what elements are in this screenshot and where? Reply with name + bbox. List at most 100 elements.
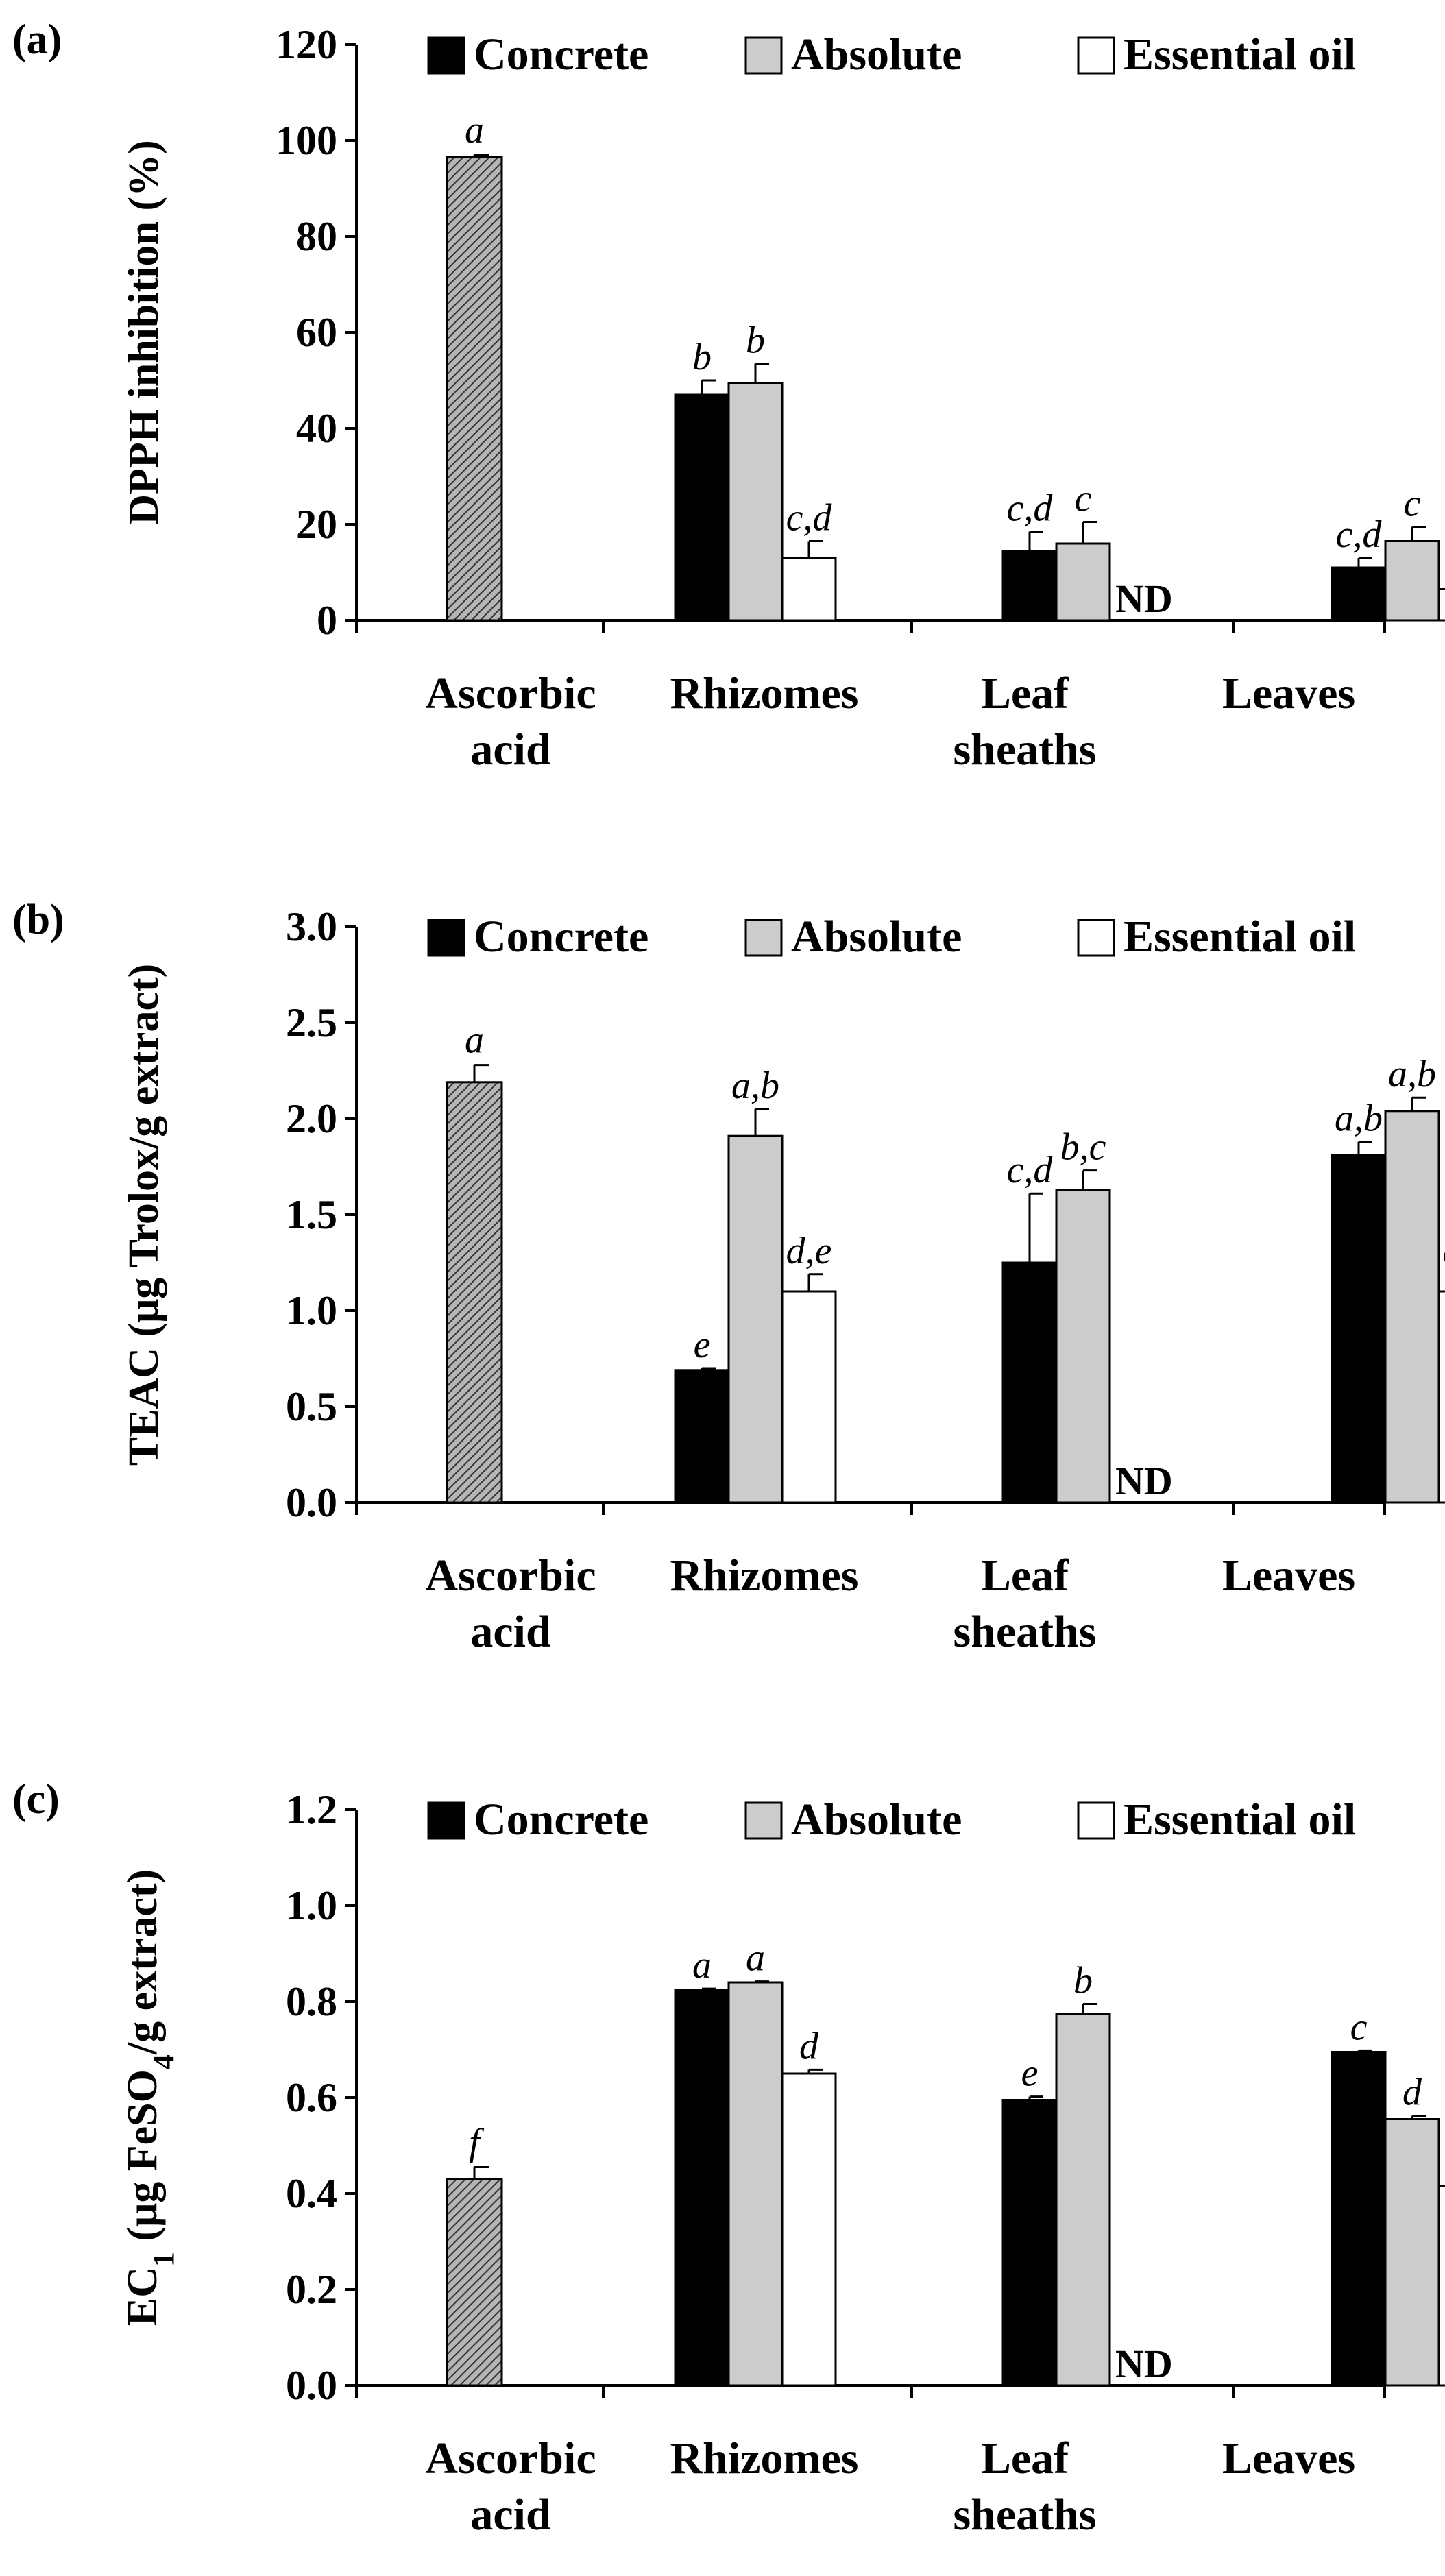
bar-concrete	[1331, 566, 1387, 622]
legend-label: Absolute	[791, 1795, 962, 1845]
category-label: Ascorbic	[425, 1551, 596, 1601]
legend-swatch-absolute	[744, 919, 783, 957]
category-label: sheaths	[953, 1607, 1096, 1657]
y-axis-label: DPPH inhibition (%)	[121, 140, 167, 525]
significance-label: c	[1350, 2006, 1368, 2048]
bar-essential-oil	[781, 1290, 837, 1504]
significance-label: f	[469, 2122, 485, 2164]
y-axis-label-subscript: 4	[147, 2054, 180, 2069]
bar-absolute	[1055, 1189, 1111, 1504]
bar-ascorbic-acid	[446, 1081, 503, 1504]
legend-swatch-essential-oil	[1077, 1801, 1115, 1840]
bar-absolute	[1055, 2013, 1111, 2387]
legend-label: Concrete	[474, 29, 648, 80]
bar-absolute	[727, 382, 784, 622]
y-tick-label: 2.0	[286, 1096, 337, 1141]
bar-essential-oil	[1437, 588, 1445, 622]
not-detected-label: ND	[1115, 576, 1173, 621]
bar-essential-oil	[1437, 2185, 1445, 2387]
bar-absolute	[1384, 540, 1440, 622]
bar-concrete	[674, 393, 730, 622]
significance-label: d	[1402, 2071, 1422, 2114]
bar-concrete	[1001, 1261, 1058, 1504]
significance-label: c,d	[1007, 1149, 1054, 1191]
significance-label: a	[465, 1019, 484, 1062]
significance-label: c,d	[1336, 513, 1383, 556]
bar-concrete	[674, 1369, 730, 1504]
bar-absolute	[1384, 2118, 1440, 2387]
legend-swatch-absolute	[744, 1801, 783, 1840]
bar-essential-oil	[781, 557, 837, 622]
category-label: Ascorbic	[425, 668, 596, 718]
significance-label: a,b	[1335, 1097, 1383, 1140]
category-label: acid	[470, 2490, 550, 2540]
significance-label: a,b	[1388, 1053, 1436, 1095]
legend-label: Absolute	[791, 912, 962, 962]
bar-concrete	[1331, 2051, 1387, 2387]
bar-concrete	[1001, 550, 1058, 622]
legend-label: Essential oil	[1124, 1795, 1356, 1845]
legend-label: Essential oil	[1124, 912, 1356, 962]
legend-swatch-concrete	[427, 36, 465, 75]
bar-ascorbic-acid	[446, 2178, 503, 2387]
legend-swatch-concrete	[427, 919, 465, 957]
y-tick-label: 0.0	[286, 2363, 337, 2408]
bar-absolute	[727, 1981, 784, 2387]
y-axis-label-part: DPPH inhibition (%)	[121, 140, 167, 525]
legend-label: Essential oil	[1124, 29, 1356, 80]
y-tick-label: 0.0	[286, 1480, 337, 1525]
bar-concrete	[674, 1989, 730, 2387]
legend-label: Absolute	[791, 29, 962, 80]
y-axis-label-part: (μg FeSO	[119, 2069, 166, 2252]
bar-ascorbic-acid	[446, 156, 503, 622]
legend-swatch-essential-oil	[1077, 36, 1115, 75]
category-label: acid	[470, 1607, 550, 1657]
bar-essential-oil	[1437, 1290, 1445, 1504]
significance-label: a	[465, 109, 484, 151]
significance-label: d,e	[786, 1230, 832, 1272]
y-tick-label: 2.5	[286, 1000, 337, 1045]
category-label: Leaves	[1222, 668, 1355, 718]
not-detected-label: ND	[1115, 2342, 1173, 2386]
y-tick-label: 1.0	[286, 1883, 337, 1928]
y-axis-label-subscript: 1	[147, 2252, 180, 2267]
bar-absolute	[1055, 542, 1111, 622]
y-tick-label: 0.6	[286, 2075, 337, 2120]
y-tick-label: 0.8	[286, 1979, 337, 2024]
category-label: Leaf	[981, 2433, 1069, 2483]
significance-label: e	[1021, 2052, 1039, 2095]
bar-concrete	[1001, 2099, 1058, 2387]
significance-label: b,c	[1060, 1126, 1106, 1169]
significance-label: c	[1075, 478, 1092, 520]
significance-label: e	[694, 1324, 711, 1366]
significance-label: c,d	[1007, 487, 1054, 530]
bar-essential-oil	[781, 2072, 837, 2387]
y-tick-label: 40	[296, 406, 337, 451]
significance-label: d,e	[1443, 1230, 1445, 1272]
category-label: Rhizomes	[670, 1551, 859, 1601]
category-label: Leaf	[981, 1551, 1069, 1601]
legend-label: Concrete	[474, 1795, 648, 1845]
bar-absolute	[727, 1134, 784, 1504]
y-tick-label: 20	[296, 502, 337, 547]
significance-label: a	[746, 1937, 765, 1980]
category-label: Leaves	[1222, 1551, 1355, 1601]
significance-label: b	[1073, 1960, 1093, 2002]
y-tick-label: 60	[296, 310, 337, 355]
y-tick-label: 0.4	[286, 2171, 337, 2216]
category-label: acid	[470, 725, 550, 775]
y-axis-label-part: /g extract)	[119, 1869, 166, 2055]
panel-label: (b)	[12, 897, 64, 943]
y-tick-label: 80	[296, 214, 337, 259]
significance-label: b	[746, 319, 765, 362]
category-label: Ascorbic	[425, 2433, 596, 2483]
significance-label: a,b	[731, 1065, 779, 1107]
significance-label: a	[692, 1944, 712, 1986]
y-tick-label: 1.5	[286, 1192, 337, 1237]
panel-label: (c)	[12, 1776, 60, 1823]
y-axis-label-part: TEAC (μg Trolox/g extract)	[121, 964, 167, 1466]
y-tick-label: 100	[276, 118, 337, 163]
bar-absolute	[1384, 1110, 1440, 1504]
y-tick-label: 1.2	[286, 1787, 337, 1832]
